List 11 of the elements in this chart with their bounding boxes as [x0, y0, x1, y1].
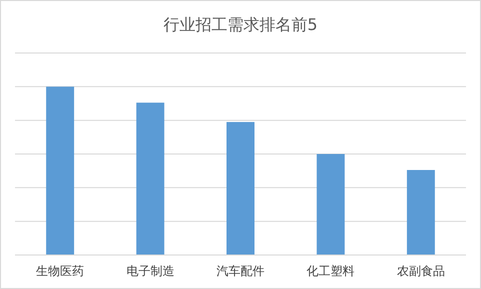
bar [406, 170, 435, 255]
bar [316, 154, 345, 255]
x-tick-label: 汽车配件 [216, 264, 264, 278]
x-tick-label: 农副食品 [396, 264, 445, 278]
bar [46, 86, 74, 255]
bar [136, 102, 164, 255]
chart-title: 行业招工需求排名前5 [163, 15, 318, 34]
bar [226, 122, 254, 255]
x-tick-label: 化工塑料 [306, 264, 355, 278]
x-tick-label: 电子制造 [126, 264, 174, 278]
x-tick-label: 生物医药 [36, 264, 84, 278]
